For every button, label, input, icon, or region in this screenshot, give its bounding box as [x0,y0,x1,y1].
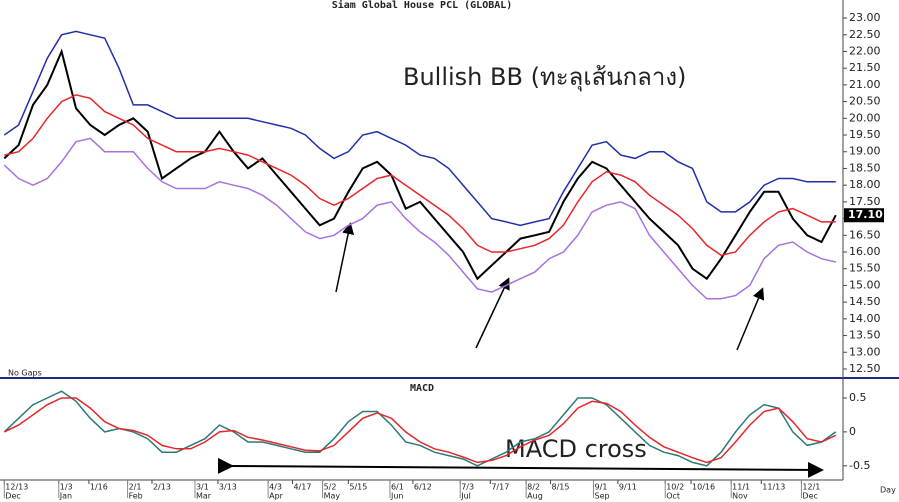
x-tick-label: 8/15 [552,483,570,492]
x-tick-label: 12/13 [5,483,28,492]
x-tick-label: 6/1 [391,483,404,492]
y-tick-label: 20.00 [849,111,881,124]
y-tick-label: 20.50 [849,95,881,108]
x-tick-label: 4/17 [293,483,311,492]
y-tick-label: 15.00 [849,278,881,291]
y-tick-label: 14.00 [849,312,881,325]
x-tick-label: 6/12 [414,483,432,492]
note: No Gaps [8,369,42,378]
y-tick-label: 18.00 [849,178,881,191]
y-tick-label: 19.00 [849,145,881,158]
last-price-label: 17.10 [848,208,883,221]
annotation: Bullish BB (ทะลุเส้นกลาง) [403,63,686,92]
x-axis-label: Day [880,486,896,495]
x-tick-label: 11/1 [732,483,750,492]
y-tick-label: -0.5 [849,459,870,472]
series-line [3,30,836,227]
x-tick-label: 5/15 [349,483,367,492]
y-tick-label: 0 [849,425,856,438]
y-tick-label: 15.50 [849,262,881,275]
y-tick-label: 13.50 [849,329,881,342]
x-tick-label: 2/13 [153,483,171,492]
x-tick-label: 8/2 [527,483,540,492]
x-tick-label: 4/3 [269,483,282,492]
y-tick-label: 22.50 [849,28,881,41]
month-label: Jun [390,492,404,501]
y-tick-label: 16.50 [849,228,881,241]
x-tick-label: 9/11 [619,483,637,492]
x-tick-label: 10/16 [692,483,715,492]
y-tick-label: 13.00 [849,345,881,358]
annotation: MACD cross [505,435,647,463]
month-label: Sep [595,492,610,501]
x-tick-label: 10/2 [666,483,684,492]
x-tick-label: 1/16 [90,483,108,492]
series-line [3,397,837,464]
y-tick-label: 21.00 [849,78,881,91]
arrows [217,222,824,478]
month-label: Feb [129,492,143,501]
y-tick-label: 19.50 [849,128,881,141]
month-label: Jan [59,492,72,501]
y-tick-label: 16.00 [849,245,881,258]
x-tick-label: 9/1 [595,483,608,492]
month-label: Oct [666,492,680,501]
y-tick-label: 21.50 [849,61,881,74]
y-tick-label: 17.50 [849,195,881,208]
month-label: Jul [460,492,471,501]
x-tick-label: 2/1 [129,483,142,492]
y-tick-label: 0.5 [849,391,867,404]
y-tick-label: 23.00 [849,11,881,24]
series-line [3,48,837,281]
month-label: Nov [732,492,748,501]
x-tick-label: 7/3 [461,483,474,492]
month-label: Aug [527,492,543,501]
month-label: May [324,492,341,501]
x-tick-label: 11/13 [762,483,785,492]
y-tick-label: 22.00 [849,44,881,57]
x-tick-label: 3/13 [219,483,237,492]
chart-title: Siam Global House PCL (GLOBAL) [332,0,513,11]
x-tick-label: 3/1 [196,483,209,492]
y-tick-label: 12.50 [849,362,881,375]
month-label: Apr [269,492,284,501]
month-label: Dec [802,492,817,501]
x-tick-label: 5/2 [324,483,337,492]
x-tick-label: 12/1 [802,483,820,492]
month-label: Dec [5,492,20,501]
last-price-box [844,208,884,223]
y-tick-label: 18.50 [849,161,881,174]
series-line [3,390,837,467]
series-line [4,94,836,257]
series-line [3,137,836,300]
y-tick-label: 14.50 [849,295,881,308]
month-label: Mar [196,492,212,501]
x-tick-label: 1/3 [60,483,73,492]
macd-title: MACD [410,383,434,394]
x-tick-label: 7/17 [491,483,509,492]
